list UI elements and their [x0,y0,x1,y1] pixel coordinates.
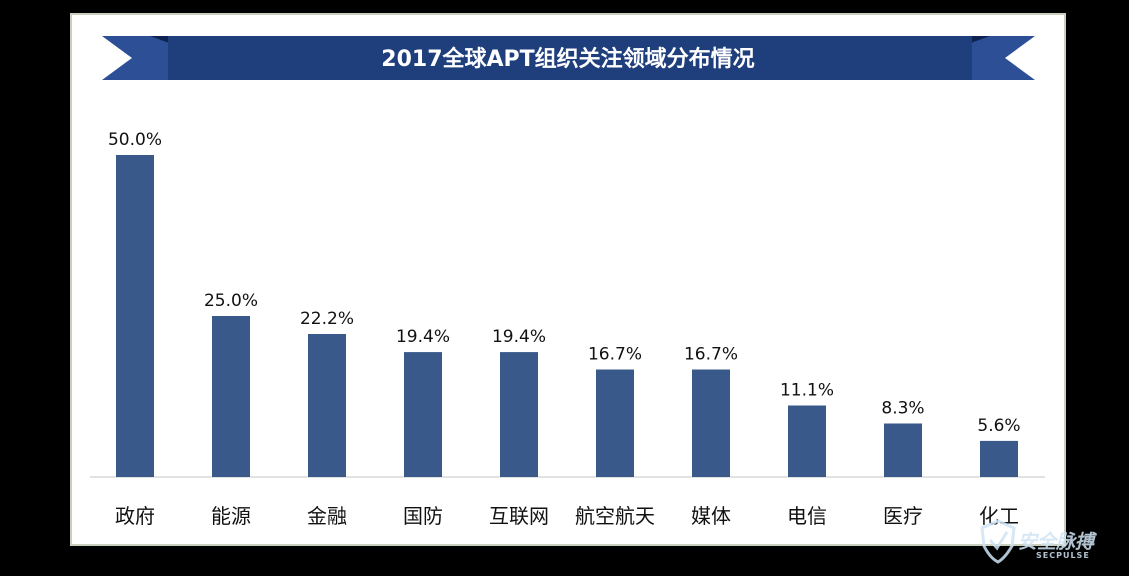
category-label-group: 政府 能源 金融 国防 互联网 航空航天 媒体 电信 医疗 化工 [115,504,1019,528]
value-label-1: 50.0% [108,130,162,150]
category-label-9: 医疗 [883,504,923,528]
value-label-5: 19.4% [492,327,546,347]
watermark-text: 安全脉搏 [1018,531,1097,553]
value-label-2: 25.0% [204,291,258,311]
category-label-3: 金融 [307,504,347,528]
banner-fold-left [150,36,172,44]
value-label-9: 8.3% [881,399,924,419]
bar-5 [500,352,538,477]
bar-8 [788,405,826,477]
category-label-1: 政府 [115,504,155,528]
bar-3 [308,334,346,477]
banner-ribbon-left [102,36,172,80]
watermark: 安全脉搏 SECPULSE [980,519,1097,564]
bar-7 [692,369,730,477]
banner-body [168,36,972,80]
category-label-4: 国防 [403,504,443,528]
value-label-8: 11.1% [780,381,834,401]
banner-ribbon-right [968,36,1035,80]
chart-title: 2017全球APT组织关注领域分布情况 [381,46,754,72]
category-label-5: 互联网 [489,504,549,528]
watermark-subtext: SECPULSE [1036,551,1090,560]
value-label-3: 22.2% [300,309,354,329]
value-label-4: 19.4% [396,327,450,347]
bar-2 [212,316,250,477]
category-label-10: 化工 [979,504,1019,528]
value-label-6: 16.7% [588,345,642,365]
value-label-7: 16.7% [684,345,738,365]
bar-1 [116,155,154,477]
shield-check-icon [988,531,1009,551]
bar-4 [404,352,442,477]
category-label-8: 电信 [787,504,827,528]
category-label-6: 航空航天 [575,504,655,528]
title-banner: 2017全球APT组织关注领域分布情况 [102,36,1035,80]
shield-icon [980,519,1016,564]
value-label-10: 5.6% [977,416,1020,436]
bar-10 [980,440,1018,477]
bar-6 [596,369,634,477]
banner-fold-right [968,36,990,44]
category-label-2: 能源 [211,504,251,528]
category-label-7: 媒体 [691,504,731,528]
value-label-group: 50.0% 25.0% 22.2% 19.4% 19.4% 16.7% 16.7% 11.1%… [108,130,1021,436]
bar-9 [884,423,922,477]
bar-group [116,155,1018,477]
